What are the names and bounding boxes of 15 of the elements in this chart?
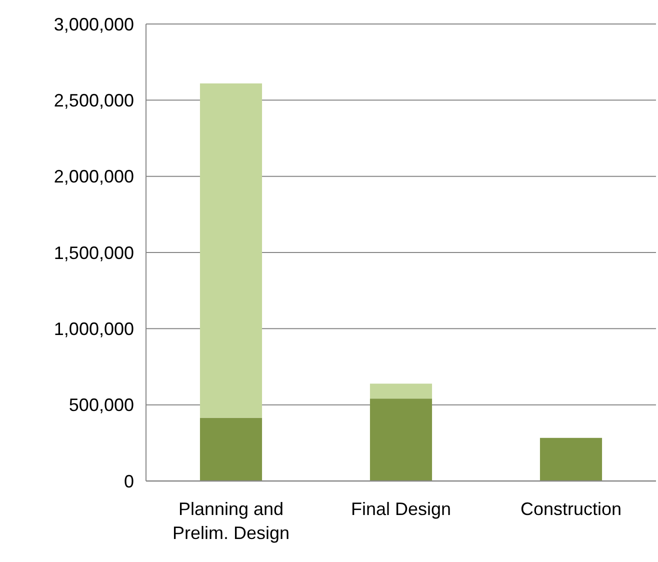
y-tick-label: 2,500,000 bbox=[54, 90, 134, 110]
y-tick-label: 1,500,000 bbox=[54, 242, 134, 263]
y-tick-label: 1,000,000 bbox=[54, 318, 134, 339]
bar bbox=[370, 398, 432, 481]
x-tick-label: Construction bbox=[520, 499, 622, 519]
x-tick-label: Final Design bbox=[350, 499, 452, 519]
y-tick-label: 3,000,000 bbox=[54, 14, 134, 34]
y-tick-label: 0 bbox=[124, 471, 134, 492]
bar bbox=[370, 384, 432, 399]
bar bbox=[200, 418, 262, 481]
bar bbox=[540, 438, 602, 481]
x-tick-label: Planning and Prelim. Design bbox=[172, 499, 290, 543]
y-tick-label: 2,000,000 bbox=[54, 166, 134, 187]
y-tick-label: 500,000 bbox=[68, 395, 134, 416]
bar bbox=[200, 83, 262, 418]
